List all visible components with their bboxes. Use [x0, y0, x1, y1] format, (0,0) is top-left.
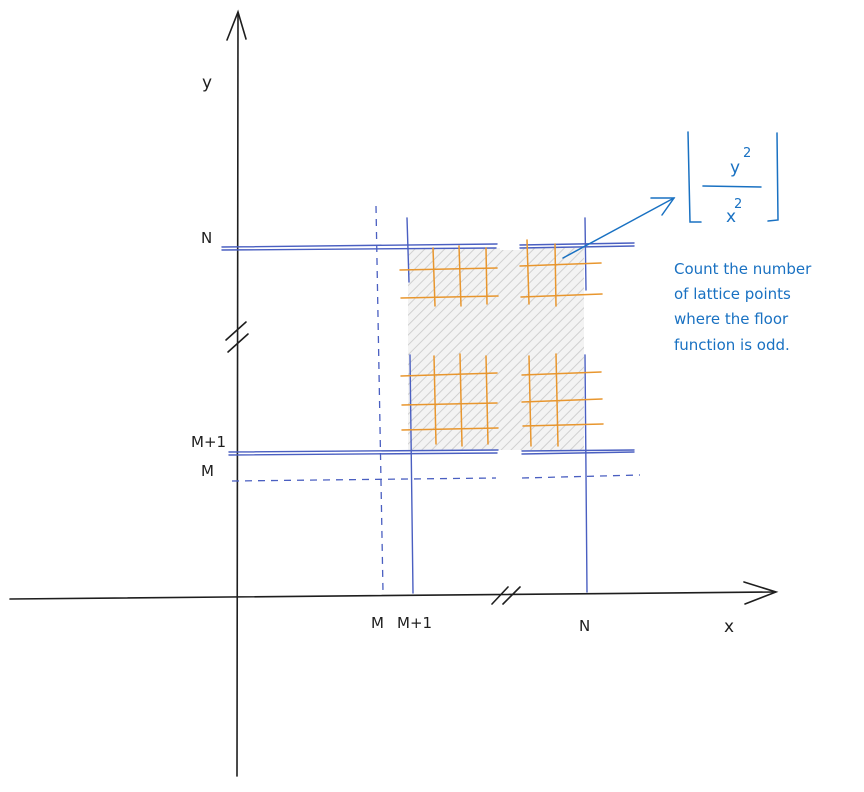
floor-right-bracket [767, 132, 779, 222]
x-axis-label: x [724, 617, 734, 637]
y-tick-M: M [201, 462, 214, 480]
axes [9, 9, 779, 777]
y-tick-N: N [201, 229, 212, 247]
x-tick-M: M [371, 614, 384, 632]
dashed-lines [231, 205, 641, 593]
x-axis-line [9, 591, 776, 600]
note-line-1: Count the number [674, 260, 812, 278]
line-y-N [221, 243, 498, 251]
floor-left-bracket [687, 131, 702, 223]
shaded-region [408, 248, 584, 450]
note-line-3: where the floor [674, 310, 789, 328]
x-tick-M1: M+1 [397, 614, 432, 632]
y-axis-break-mark [225, 321, 249, 353]
note-line-4: function is odd. [674, 336, 790, 354]
line-y-M1 [228, 449, 499, 456]
denominator-exponent: 2 [734, 197, 742, 212]
x-axis-arrowhead [743, 581, 779, 605]
lattice-grids [399, 239, 604, 447]
denominator: x [726, 207, 736, 227]
note-line-2: of lattice points [674, 285, 791, 303]
line-x-M [375, 205, 384, 593]
numerator-exponent: 2 [743, 146, 751, 161]
y-tick-M1: M+1 [191, 433, 226, 451]
x-axis-break-mark [491, 586, 521, 605]
y-axis-line [236, 13, 239, 777]
fraction-bar [702, 185, 762, 188]
line-x-N [584, 217, 588, 593]
line-y-M1-right [521, 449, 635, 455]
line-x-M1 [406, 217, 414, 594]
y-axis-arrowhead [226, 9, 247, 41]
annotation-arrow [562, 197, 676, 259]
x-tick-N: N [579, 617, 590, 635]
line-y-N-right [519, 242, 635, 249]
floor-brackets [687, 131, 779, 223]
y-axis-label: y [202, 73, 212, 93]
line-y-M [231, 474, 641, 482]
boundary-lines [221, 217, 635, 594]
numerator: y [730, 158, 740, 178]
